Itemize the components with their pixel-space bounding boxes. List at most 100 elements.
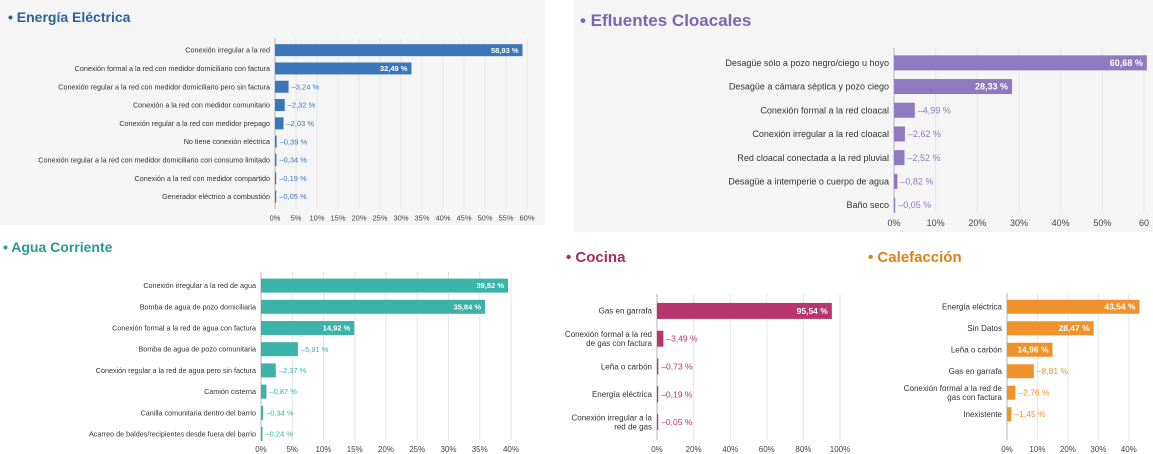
energia-category-label: No tiene conexión eléctrica (184, 137, 270, 146)
agua-value-label: 39,52 % (476, 281, 504, 290)
efluentes-bar (894, 150, 905, 166)
efluentes-tick-label: 0% (887, 218, 900, 228)
energia-tick-label: 0% (270, 214, 281, 223)
efluentes-value-label: –2,52 % (908, 153, 941, 163)
agua-category-label: Conexión regular a la red de agua pero s… (96, 366, 256, 375)
efluentes-tick-label: 40% (1052, 218, 1070, 228)
calefaccion-category-label: Conexión formal a la red de gas con factu… (904, 384, 1003, 402)
calefaccion-value-label: 28,47 % (1058, 323, 1090, 333)
cocina-value-label: –0,73 % (661, 361, 693, 371)
agua-chart: Conexión irregular a la red de agua 39,52… (89, 272, 519, 454)
efluentes-tick-label: 10% (927, 218, 945, 228)
energia-category-label: Generador eléctrico a combustión (162, 192, 270, 201)
energia-value-label: –2,32 % (288, 101, 316, 110)
efluentes-tick-label: 30% (1010, 218, 1028, 228)
calefaccion-category-label: Sin Datos (967, 324, 1002, 333)
efluentes-category-label: Conexión formal a la red cloacal (760, 105, 889, 115)
cocina-category-label: Conexión irregular a la red de gas (572, 414, 653, 432)
efluentes-category-label: Baño seco (846, 200, 889, 210)
energia-tick-label: 45% (456, 214, 471, 223)
efluentes-bar (894, 126, 905, 142)
energia-bar (275, 153, 277, 166)
cocina-bar (657, 386, 659, 403)
agua-tick-label: 10% (315, 445, 331, 454)
agua-tick-label: 25% (409, 445, 425, 454)
energia-value-label: –0,19 % (279, 174, 307, 183)
energia-tick-label: 20% (351, 214, 366, 223)
energia-value-label: –0,34 % (279, 156, 307, 165)
energia-category-label: Conexión irregular a la red (185, 46, 270, 55)
calefaccion-value-label: 43,54 % (1104, 302, 1136, 312)
efluentes-bar (894, 173, 898, 189)
cocina-value-label: –3,49 % (666, 334, 698, 344)
cocina-bar (657, 330, 664, 347)
agua-category-label: Canilla comunitaria dentro del barrio (141, 408, 256, 417)
energia-value-label: –0,39 % (280, 137, 308, 146)
calefaccion-category-label: Gas en garrafa (949, 367, 1003, 376)
energia-category-label: Conexión a la red con medidor compartido (135, 174, 270, 183)
calefaccion-tick-label: 20% (1060, 445, 1076, 454)
energia-bar (275, 62, 412, 75)
agua-value-label: –2,37 % (279, 366, 307, 375)
energia-value-label: –2,03 % (287, 119, 315, 128)
efluentes-chart: Desagüe sólo a pozo negro/ciego u hoyo 60… (725, 48, 1149, 228)
energia-bar (275, 190, 277, 203)
efluentes-value-label: –4,99 % (918, 105, 951, 115)
energia-tick-label: 25% (372, 214, 387, 223)
agua-tick-label: 5% (286, 445, 298, 454)
cocina-tick-label: 100% (830, 445, 850, 454)
calefaccion-bar (1007, 299, 1140, 314)
agua-category-label: Conexión formal a la red de agua con fac… (112, 324, 256, 333)
efluentes-tick-label: 60 (1139, 218, 1149, 228)
energia-bar (275, 172, 277, 185)
cocina-category-label: Conexión formal a la red de gas con factu… (565, 330, 653, 348)
efluentes-tick-label: 20% (968, 218, 986, 228)
efluentes-category-label: Conexión irregular a la red cloacal (752, 129, 889, 139)
cocina-title: • Cocina (566, 249, 626, 266)
energia-tick-label: 50% (477, 214, 492, 223)
efluentes-title: • Efluentes Cloacales (580, 11, 752, 30)
efluentes-category-label: Desagüe a cámara séptica y pozo ciego (729, 82, 889, 92)
calefaccion-tick-label: 0% (1001, 445, 1013, 454)
energia-category-label: Conexión regular a la red con medidor do… (58, 82, 270, 91)
efluentes-value-label: 60,68 % (1110, 58, 1143, 68)
agua-tick-label: 30% (440, 445, 456, 454)
agua-value-label: –0,87 % (269, 387, 297, 396)
calefaccion-chart: Energía eléctrica 43,54 % Sin Datos 28,47 %… (904, 293, 1140, 454)
cocina-tick-label: 40% (722, 445, 738, 454)
cocina-tick-label: 60% (759, 445, 775, 454)
efluentes-value-label: 28,33 % (975, 82, 1008, 92)
efluentes-value-label: –2,62 % (908, 129, 941, 139)
agua-value-label: 14,92 % (323, 324, 351, 333)
calefaccion-bar (1007, 321, 1094, 336)
agua-bar (261, 384, 267, 399)
energia-category-label: Conexión regular a la red con medidor pr… (119, 119, 270, 128)
energia-tick-label: 5% (291, 214, 302, 223)
agua-bar (261, 427, 263, 441)
cocina-bar (657, 302, 832, 319)
agua-tick-label: 15% (347, 445, 363, 454)
efluentes-bar (894, 79, 1013, 95)
efluentes-category-label: Desagüe a intemperie o cuerpo de agua (728, 177, 889, 187)
agua-value-label: –0,24 % (266, 430, 294, 439)
energia-value-label: 32,49 % (380, 64, 408, 73)
efluentes-tick-label: 50% (1093, 218, 1111, 228)
efluentes-value-label: –0,82 % (900, 177, 933, 187)
cocina-category-label: Gas en garrafa (599, 307, 653, 316)
cocina-tick-label: 80% (795, 445, 811, 454)
agua-category-label: Acarreo de baldes/recipientes desde fuer… (89, 430, 256, 439)
agua-title: • Agua Corriente (3, 239, 113, 255)
efluentes-category-label: Red cloacal conectada a la red pluvial (737, 153, 889, 163)
energia-value-label: 58,93 % (491, 46, 519, 55)
calefaccion-value-label: –8,81 % (1037, 366, 1069, 376)
calefaccion-bar (1007, 385, 1016, 400)
cocina-chart: Gas en garrafa 95,54 % Conexión formal a l… (565, 294, 850, 454)
agua-tick-label: 0% (255, 445, 267, 454)
efluentes-value-label: –0,05 % (898, 200, 931, 210)
energia-tick-label: 60% (519, 214, 534, 223)
energia-category-label: Conexión formal a la red con medidor dom… (75, 64, 270, 73)
agua-value-label: –5,91 % (301, 345, 329, 354)
agua-tick-label: 20% (378, 445, 394, 454)
energia-tick-label: 55% (498, 214, 513, 223)
energia-value-label: –3,24 % (292, 82, 320, 91)
